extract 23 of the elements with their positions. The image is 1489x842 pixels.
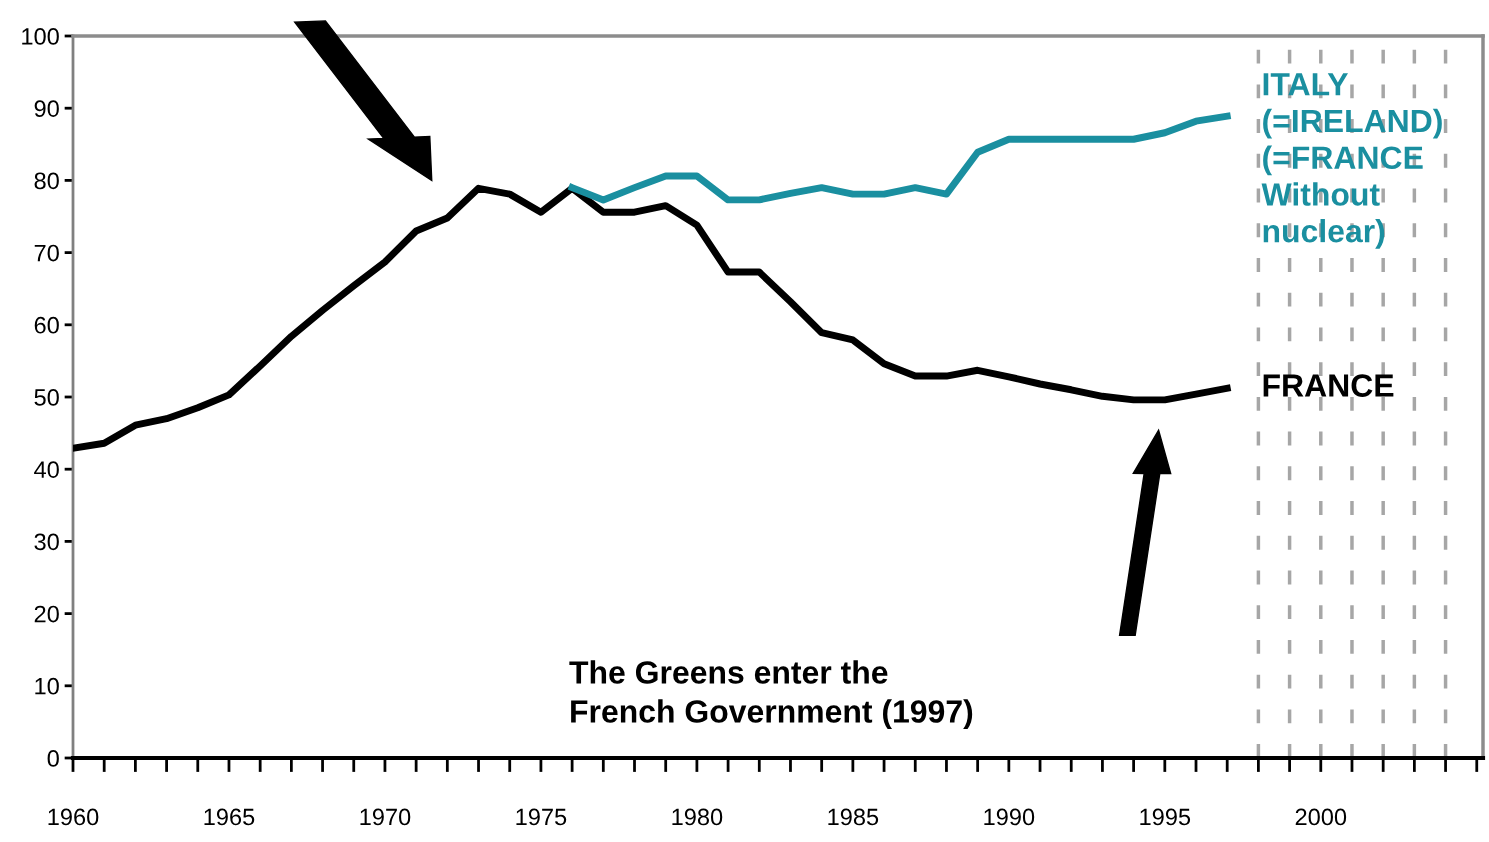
series-label: ITALY (=IRELAND) (=FRANCE Without nuclear)	[1261, 73, 1442, 249]
x-tick-label: 1985	[828, 808, 879, 826]
y-tick-label: 80	[34, 172, 59, 190]
x-tick-label: 1980	[672, 808, 723, 826]
annotation: The Greens enter the French Government (1997)	[569, 660, 973, 730]
x-tick-label: 2000	[1295, 808, 1347, 826]
y-tick-label: 90	[34, 100, 59, 117]
y-tick-label: 70	[34, 244, 59, 262]
y-tick-label: 40	[34, 461, 59, 478]
x-tick-label: 1965	[204, 808, 255, 826]
y-tick-label: 0	[47, 750, 59, 767]
y-tick-label: 100	[22, 28, 59, 45]
y-tick-label: 50	[34, 389, 59, 406]
y-tick-label: 30	[34, 533, 59, 551]
y-tick-label: 20	[34, 605, 59, 623]
series-label: FRANCE	[1263, 374, 1394, 397]
x-tick-label: 1970	[360, 808, 411, 826]
x-tick-label: 1990	[984, 808, 1035, 826]
x-tick-label: 1960	[48, 808, 99, 826]
x-tick-label: 1995	[1140, 808, 1191, 826]
x-tick-label: 1975	[516, 808, 567, 826]
y-tick-label: 60	[34, 316, 59, 334]
y-tick-label: 10	[35, 677, 59, 695]
